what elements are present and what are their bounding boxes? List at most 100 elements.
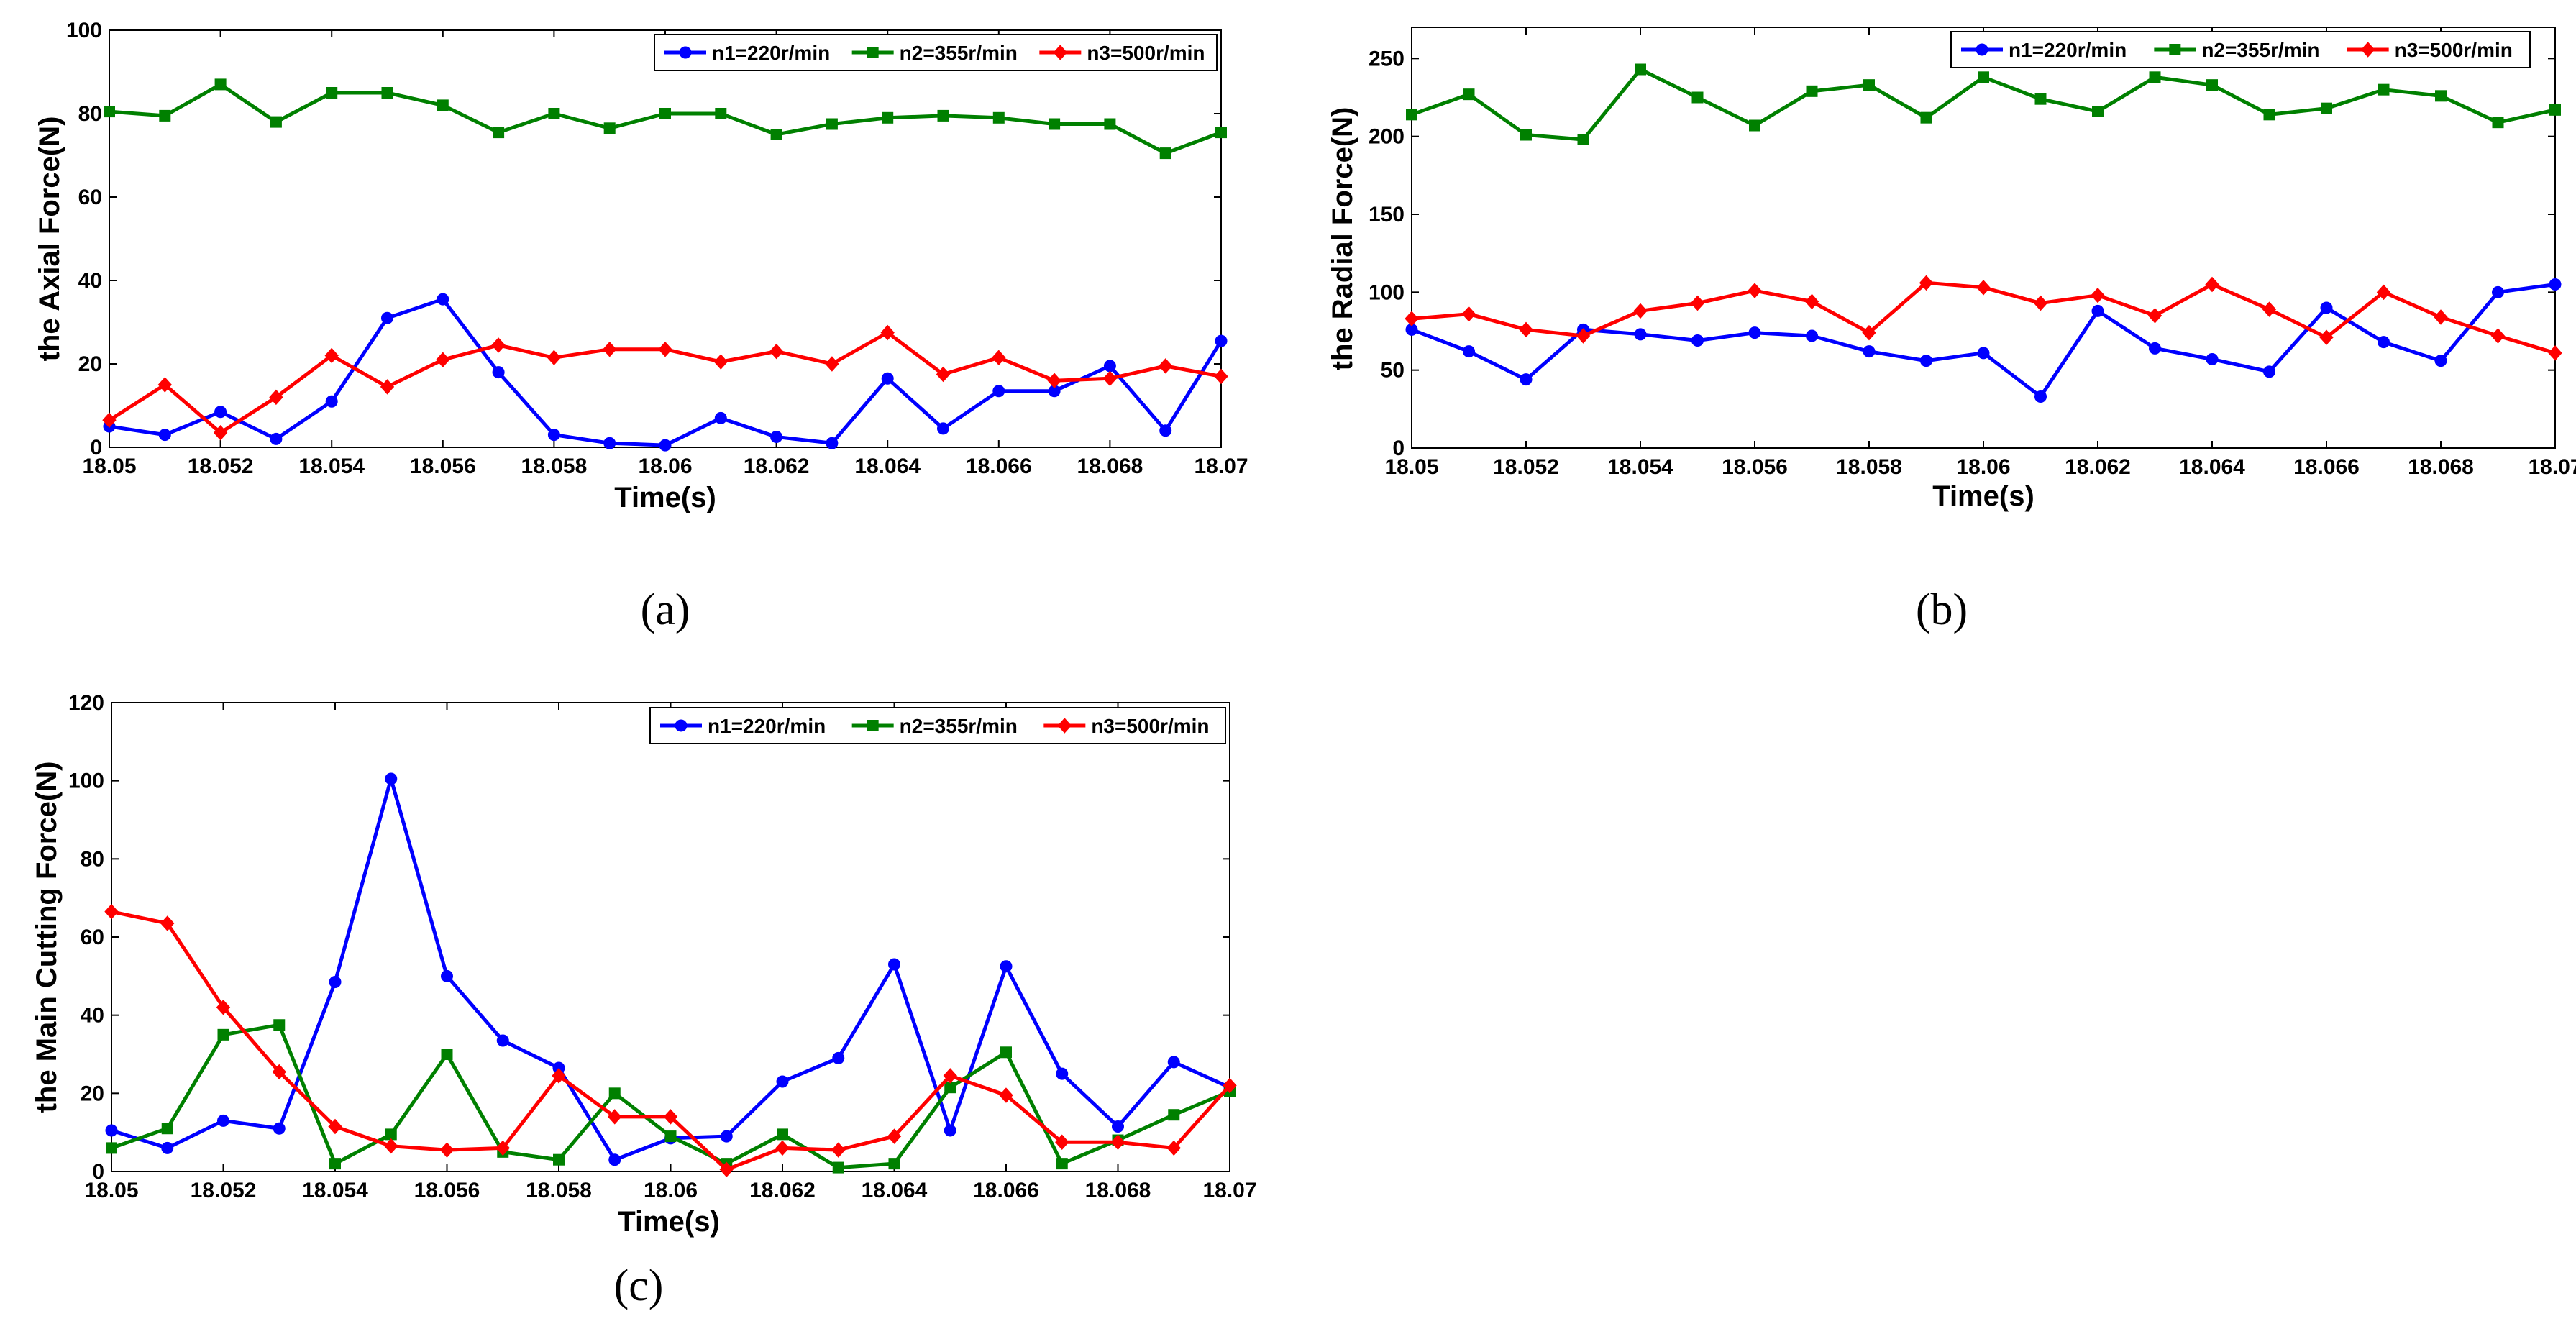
data-point-a-2 — [159, 109, 171, 122]
data-point-a-2 — [992, 111, 1005, 124]
data-point-c-2 — [217, 1028, 229, 1041]
data-point-a-2 — [548, 108, 560, 119]
data-point-c-2 — [944, 1082, 956, 1094]
data-point-a-1 — [1215, 334, 1228, 347]
data-point-a-3 — [269, 389, 283, 406]
legend-label-c-3: n3=500r/min — [1091, 715, 1209, 737]
legend-box-c — [649, 707, 1226, 744]
y-tick-label: 20 — [78, 352, 102, 376]
data-point-a-3 — [436, 352, 450, 367]
data-point-a-2 — [1049, 118, 1061, 130]
legend-c: n1=220r/min n2=355r/min n3=500r/min — [649, 707, 1226, 744]
data-point-a-2 — [603, 122, 616, 134]
x-tick-label: 18.056 — [1722, 455, 1788, 479]
data-point-b-1 — [2320, 301, 2333, 314]
legend-label-b-2: n2=355r/min — [2201, 39, 2319, 61]
data-point-b-1 — [1863, 345, 1876, 358]
data-point-b-2 — [1577, 134, 1589, 145]
y-tick-label: 100 — [66, 19, 102, 42]
data-point-b-1 — [1463, 345, 1475, 358]
y-tick-label: 80 — [81, 847, 104, 871]
data-point-c-3 — [608, 1109, 622, 1125]
x-tick-label: 18.062 — [744, 454, 810, 478]
data-point-a-2 — [882, 111, 894, 124]
series-c — [104, 772, 1237, 1178]
data-point-c-1 — [329, 975, 342, 988]
data-point-a-3 — [992, 350, 1006, 366]
x-tick-label: 18.058 — [521, 454, 588, 478]
data-point-b-3 — [2091, 287, 2105, 303]
data-point-c-3 — [999, 1087, 1013, 1103]
data-point-c-1 — [888, 958, 900, 971]
y-tick-label: 0 — [1392, 437, 1405, 460]
x-tick-label: 18.054 — [1607, 455, 1673, 479]
data-point-a-2 — [715, 108, 727, 119]
data-point-b-2 — [1920, 111, 1932, 124]
data-point-a-1 — [492, 366, 505, 379]
data-point-b-2 — [2321, 102, 2332, 114]
data-point-c-3 — [1223, 1077, 1237, 1094]
data-point-b-3 — [1576, 328, 1591, 344]
data-point-b-3 — [2319, 329, 2334, 345]
data-point-b-1 — [2091, 304, 2104, 317]
data-point-b-2 — [1806, 85, 1818, 97]
x-tick-label: 18.068 — [1077, 454, 1143, 478]
data-point-c-1 — [105, 1124, 118, 1137]
data-point-a-2 — [770, 129, 782, 140]
y-tick-label: 150 — [1369, 203, 1405, 227]
data-point-a-3 — [1159, 358, 1173, 374]
y-tick-label: 0 — [90, 436, 102, 460]
x-tick-label: 18.05 — [82, 454, 136, 478]
y-tick-label: 20 — [81, 1082, 104, 1105]
data-point-c-2 — [1056, 1158, 1068, 1170]
data-point-c-2 — [273, 1019, 286, 1031]
data-point-c-1 — [1112, 1120, 1124, 1133]
data-point-c-2 — [385, 1128, 397, 1141]
data-point-b-1 — [2206, 353, 2219, 365]
x-tick-label: 18.062 — [749, 1179, 816, 1202]
data-point-c-3 — [1055, 1134, 1069, 1150]
data-point-a-1 — [826, 437, 839, 449]
x-tick-label: 18.056 — [414, 1179, 480, 1202]
data-point-a-1 — [214, 406, 227, 419]
legend-marker-a-3 — [1053, 45, 1068, 60]
data-point-c-3 — [216, 1000, 231, 1015]
panel-b: 18.05 18.052 18.054 18.056 18.058 18.06 18.062… — [1327, 27, 2576, 634]
x-tick-label: 18.064 — [2179, 455, 2245, 479]
data-point-a-1 — [714, 411, 727, 424]
data-point-b-3 — [2147, 308, 2162, 324]
caption-c: (c) — [614, 1261, 664, 1310]
data-point-b-2 — [2092, 106, 2104, 117]
data-point-b-1 — [1748, 326, 1761, 339]
data-point-b-2 — [2492, 117, 2504, 129]
data-point-a-3 — [324, 347, 339, 364]
data-point-a-1 — [659, 439, 672, 452]
data-point-b-1 — [1920, 355, 1932, 367]
data-point-a-3 — [1214, 368, 1228, 385]
data-point-c-3 — [384, 1138, 398, 1154]
y-tick-label: 100 — [1369, 280, 1405, 304]
legend-marker-b-2 — [2169, 44, 2181, 55]
data-point-b-3 — [2205, 276, 2219, 293]
x-axis-title-c: Time(s) — [618, 1206, 720, 1238]
data-point-c-1 — [161, 1141, 174, 1154]
legend-box-b — [1950, 31, 2531, 68]
data-point-b-3 — [1519, 321, 1533, 338]
data-point-a-3 — [658, 341, 672, 357]
data-point-c-1 — [1167, 1056, 1180, 1069]
data-point-c-2 — [1168, 1109, 1180, 1121]
data-point-c-3 — [1110, 1134, 1125, 1150]
data-point-b-2 — [1749, 119, 1760, 132]
data-point-a-1 — [270, 432, 283, 445]
data-point-b-1 — [2149, 342, 2161, 355]
data-point-c-1 — [385, 772, 398, 785]
x-axis-title-a: Time(s) — [614, 482, 716, 513]
x-tick-label: 18.052 — [1493, 455, 1559, 479]
data-point-a-3 — [713, 354, 728, 370]
ticks-a: 18.05 18.052 18.054 18.056 18.058 18.06 18.062… — [66, 19, 1248, 478]
legend-marker-a-1 — [679, 46, 692, 59]
x-tick-label: 18.054 — [302, 1179, 368, 1202]
data-point-b-2 — [1635, 63, 1646, 76]
data-point-b-1 — [1806, 329, 1818, 342]
data-point-c-1 — [720, 1130, 733, 1143]
